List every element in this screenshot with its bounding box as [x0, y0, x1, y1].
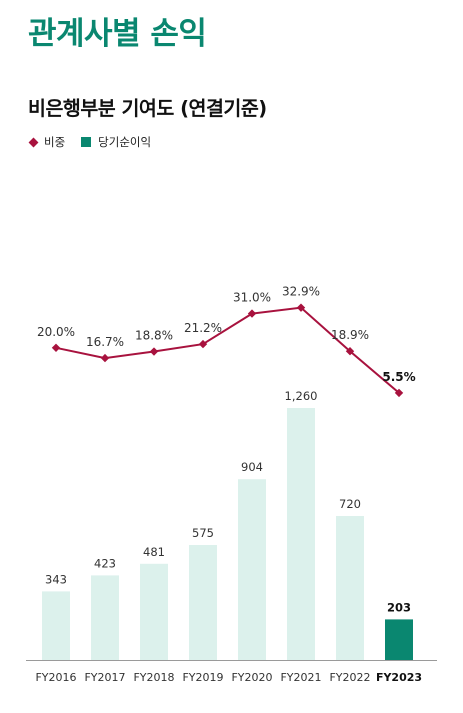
bar-value-label: 1,260: [285, 389, 318, 403]
bar: [336, 516, 364, 660]
bar: [238, 479, 266, 660]
legend-item-income: 당기순이익: [81, 134, 151, 150]
bar: [189, 545, 217, 660]
ratio-value-label: 32.9%: [282, 285, 320, 299]
bar-value-label: 481: [143, 545, 165, 559]
legend-item-ratio: 비중: [28, 134, 66, 150]
x-tick-label: FY2016: [35, 671, 76, 684]
bar: [140, 563, 168, 660]
x-tick-label: FY2018: [133, 671, 174, 684]
ratio-value-label: 31.0%: [233, 291, 271, 305]
x-tick-label: FY2021: [280, 671, 321, 684]
ratio-value-label: 20.0%: [37, 325, 75, 339]
x-tick-label: FY2019: [182, 671, 223, 684]
ratio-point: [149, 347, 159, 356]
bar-value-label: 203: [387, 600, 411, 614]
bar: [42, 591, 70, 660]
x-tick-label: FY2022: [329, 671, 370, 684]
ratio-value-label: 5.5%: [382, 370, 415, 384]
chart-title: 비은행부분 기여도 (연결기준): [28, 97, 267, 120]
bar-value-label: 423: [94, 556, 116, 570]
ratio-point: [100, 353, 110, 363]
ratio-value-label: 18.9%: [331, 328, 369, 342]
ratio-value-label: 21.2%: [184, 321, 222, 335]
legend-label-ratio: 비중: [44, 135, 66, 149]
ratio-line: [55, 306, 400, 394]
x-tick-label: FY2020: [231, 671, 272, 684]
bar: [91, 575, 119, 660]
x-tick-label: FY2017: [84, 671, 125, 684]
bar-value-label: 720: [339, 497, 361, 511]
ratio-point: [345, 347, 355, 356]
bar-value-label: 575: [192, 526, 214, 540]
bar: [287, 408, 315, 660]
chart-legend: 비중 당기순이익: [28, 134, 167, 150]
square-marker-icon: [81, 137, 92, 147]
bar-value-label: 343: [45, 572, 67, 586]
bar: [385, 619, 413, 660]
ratio-value-label: 18.8%: [135, 329, 173, 343]
page-title: 관계사별 손익: [28, 16, 207, 52]
legend-label-income: 당기순이익: [98, 135, 152, 149]
ratio-point: [51, 343, 61, 352]
bar-value-label: 904: [241, 460, 263, 474]
ratio-value-label: 16.7%: [86, 335, 124, 349]
ratio-point: [296, 303, 306, 312]
x-tick-label: FY2023: [376, 671, 422, 684]
ratio-point: [198, 339, 208, 349]
ratio-point: [247, 309, 257, 318]
ratio-point: [394, 388, 404, 398]
